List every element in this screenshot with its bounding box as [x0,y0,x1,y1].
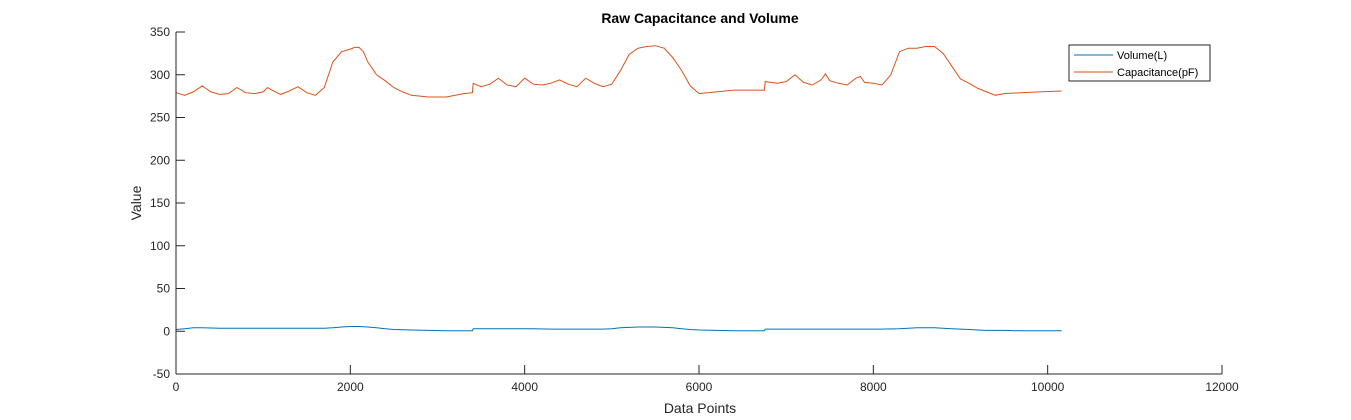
legend-label-0: Volume(L) [1117,50,1167,62]
series-line-1 [175,45,1062,98]
x-tick-label: 2000 [337,380,364,394]
x-axis-title: Data Points [664,400,736,416]
legend-label-1: Capacitance(pF) [1117,67,1198,79]
x-tick-label: 0 [173,380,180,394]
series-line-0 [175,326,1062,332]
x-tick-label: 4000 [511,380,538,394]
x-tick-label: 12000 [1205,380,1239,394]
axes: 0 2000 4000 6000 8000 10000 12000-500501001502… [150,25,1239,394]
y-tick-label: 300 [150,68,170,82]
legend: Volume(L) Capacitance(pF) [1068,44,1211,82]
y-axis-title: Value [128,185,144,220]
series-layer [175,45,1062,332]
x-tick-label: 8000 [860,380,887,394]
x-tick-label: 6000 [686,380,713,394]
y-tick-label: 250 [150,111,170,125]
chart-title: Raw Capacitance and Volume [601,10,799,26]
y-tick-label: 150 [150,196,170,210]
y-tick-label: 200 [150,153,170,167]
plot-area [176,32,1222,374]
y-tick-label: 50 [157,282,171,296]
legend-box [1068,44,1211,82]
y-tick-label: 0 [163,324,170,338]
plot-background [176,32,1222,374]
y-tick-label: 350 [150,25,170,39]
y-tick-label: 100 [150,239,170,253]
x-tick-label: 10000 [1031,380,1065,394]
y-tick-label: -50 [153,367,171,381]
